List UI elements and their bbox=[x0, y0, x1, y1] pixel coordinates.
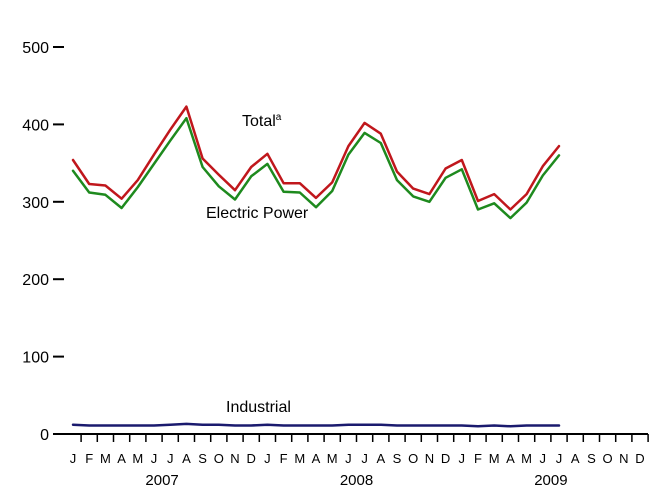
x-tick-label: D bbox=[441, 451, 450, 466]
x-tick-label: F bbox=[474, 451, 482, 466]
x-tick-label: J bbox=[70, 451, 77, 466]
x-axis: J F M A M J J A S O N D J F M A M J J A S O N D J F M A M J J A S O N D2007… bbox=[64, 433, 649, 489]
x-tick-label: J bbox=[540, 451, 547, 466]
x-tick-label: M bbox=[100, 451, 111, 466]
series-label-industrial: Industrial bbox=[226, 399, 291, 416]
y-tick-label: 400 bbox=[22, 117, 49, 134]
x-tick-label: A bbox=[506, 451, 515, 466]
y-tick-label: 300 bbox=[22, 195, 49, 212]
x-tick-label: O bbox=[214, 451, 224, 466]
x-tick-label: D bbox=[635, 451, 644, 466]
series-label-electric-power: Electric Power bbox=[206, 205, 309, 222]
x-tick-label: J bbox=[361, 451, 368, 466]
x-tick-label: A bbox=[376, 451, 385, 466]
series-label-total: Totala bbox=[242, 112, 282, 130]
x-tick-label: M bbox=[327, 451, 338, 466]
x-tick-label: M bbox=[489, 451, 500, 466]
x-tick-label: M bbox=[294, 451, 305, 466]
x-tick-label: N bbox=[619, 451, 628, 466]
series-lines bbox=[71, 105, 561, 428]
y-tick-label: 200 bbox=[22, 272, 49, 289]
x-tick-label: J bbox=[345, 451, 352, 466]
x-tick-label: J bbox=[151, 451, 158, 466]
x-tick-label: O bbox=[603, 451, 613, 466]
x-tick-label: A bbox=[312, 451, 321, 466]
series-labels: Totala Electric Power Industrial bbox=[206, 112, 309, 416]
year-label: 2007 bbox=[145, 472, 178, 489]
x-tick-label: F bbox=[280, 451, 288, 466]
x-tick-label: N bbox=[230, 451, 239, 466]
x-tick-label: O bbox=[408, 451, 418, 466]
x-tick-label: J bbox=[556, 451, 563, 466]
x-tick-label: J bbox=[459, 451, 466, 466]
x-tick-label: A bbox=[571, 451, 580, 466]
x-tick-label: F bbox=[85, 451, 93, 466]
x-tick-label: A bbox=[117, 451, 126, 466]
x-tick-label: M bbox=[521, 451, 532, 466]
x-tick-label: J bbox=[264, 451, 271, 466]
y-tick-label: 500 bbox=[22, 40, 49, 57]
x-tick-label: M bbox=[132, 451, 143, 466]
year-label: 2009 bbox=[534, 472, 567, 489]
x-tick-label: S bbox=[198, 451, 207, 466]
y-axis: 0 100 200 300 400 500 bbox=[22, 40, 64, 444]
series-line-total bbox=[71, 105, 561, 211]
x-tick-label: N bbox=[425, 451, 434, 466]
x-tick-label: D bbox=[247, 451, 256, 466]
x-tick-label: A bbox=[182, 451, 191, 466]
x-tick-label: S bbox=[587, 451, 596, 466]
year-label: 2008 bbox=[340, 472, 373, 489]
x-tick-label: S bbox=[393, 451, 402, 466]
series-line-electric-power bbox=[71, 116, 561, 220]
series-line-industrial bbox=[71, 422, 561, 428]
y-tick-label: 0 bbox=[40, 427, 49, 444]
y-tick-label: 100 bbox=[22, 350, 49, 367]
x-tick-label: J bbox=[167, 451, 174, 466]
